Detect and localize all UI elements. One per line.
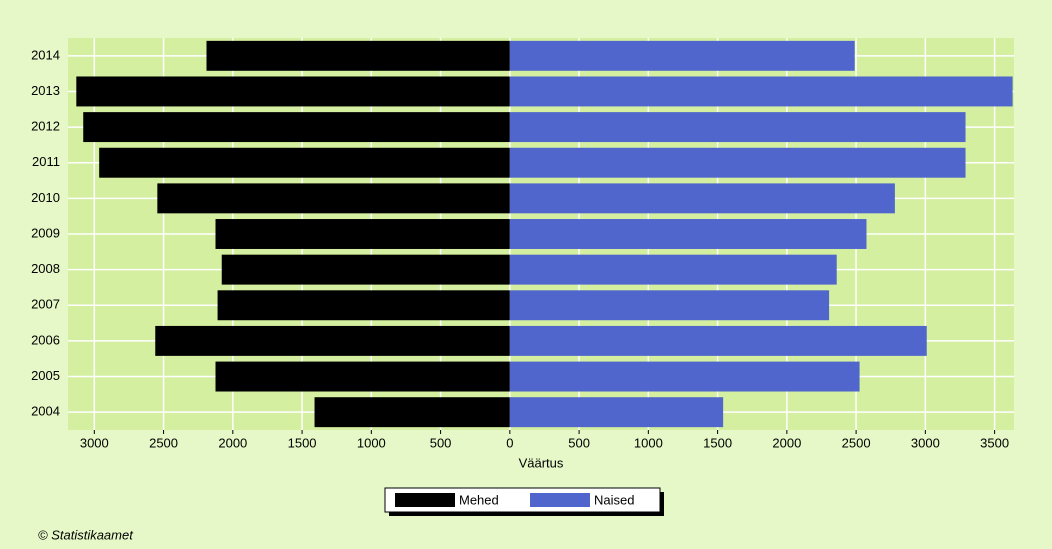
legend-swatch bbox=[530, 493, 590, 507]
bar bbox=[509, 361, 860, 392]
bar bbox=[157, 183, 510, 214]
x-tick-label: 3500 bbox=[980, 435, 1009, 450]
legend: Mehed Naised bbox=[384, 487, 664, 516]
bar bbox=[509, 112, 966, 143]
bar bbox=[83, 112, 510, 143]
y-tick-label: 2005 bbox=[31, 368, 60, 383]
x-tick-label: 500 bbox=[568, 435, 590, 450]
bar bbox=[509, 325, 927, 356]
bars bbox=[76, 40, 1013, 428]
bar bbox=[217, 290, 510, 321]
x-tick-label: 0 bbox=[506, 435, 513, 450]
bar bbox=[509, 219, 867, 249]
bar bbox=[509, 183, 895, 214]
y-tick-label: 2012 bbox=[31, 119, 60, 134]
x-tick-label: 2000 bbox=[218, 435, 247, 450]
bar bbox=[509, 40, 855, 71]
bar bbox=[206, 40, 510, 71]
bar bbox=[215, 219, 510, 249]
bar bbox=[215, 361, 510, 392]
bar bbox=[509, 397, 724, 428]
x-tick-label: 1000 bbox=[357, 435, 386, 450]
x-tick-label: 3000 bbox=[80, 435, 109, 450]
y-tick-label: 2009 bbox=[31, 225, 60, 240]
y-tick-label: 2006 bbox=[31, 332, 60, 347]
y-tick-label: 2011 bbox=[32, 154, 60, 169]
x-tick-label: 3000 bbox=[911, 435, 940, 450]
x-tick-label: 1500 bbox=[288, 435, 317, 450]
y-tick-label: 2004 bbox=[31, 404, 60, 419]
bar bbox=[314, 397, 510, 428]
x-tick-label: 500 bbox=[430, 435, 452, 450]
bar bbox=[76, 76, 510, 107]
labels: 3000 2500 2000 1500 1000 500 0 500 1000 1500 2000 2… bbox=[31, 47, 1009, 450]
bar bbox=[155, 325, 510, 356]
x-tick-label: 2500 bbox=[149, 435, 178, 450]
bar bbox=[99, 147, 510, 178]
x-tick-label: 1000 bbox=[634, 435, 663, 450]
y-tick-label: 2007 bbox=[31, 297, 60, 312]
x-tick-label: 1500 bbox=[703, 435, 732, 450]
bar bbox=[221, 254, 510, 285]
legend-label: Mehed bbox=[459, 492, 499, 507]
legend-swatch bbox=[395, 493, 455, 507]
bar bbox=[509, 147, 966, 178]
y-tick-label: 2008 bbox=[31, 261, 60, 276]
bar bbox=[509, 290, 830, 321]
source: © Statistikaamet bbox=[38, 527, 134, 542]
legend-label: Naised bbox=[594, 492, 634, 507]
y-tick-label: 2013 bbox=[31, 83, 60, 98]
x-tick-label: 2000 bbox=[772, 435, 801, 450]
x-axis-label: Väärtus bbox=[519, 455, 564, 470]
bar bbox=[509, 76, 1013, 107]
x-tick-label: 2500 bbox=[842, 435, 871, 450]
bar bbox=[509, 254, 837, 285]
y-tick-label: 2010 bbox=[31, 190, 60, 205]
y-tick-label: 2014 bbox=[31, 47, 60, 62]
